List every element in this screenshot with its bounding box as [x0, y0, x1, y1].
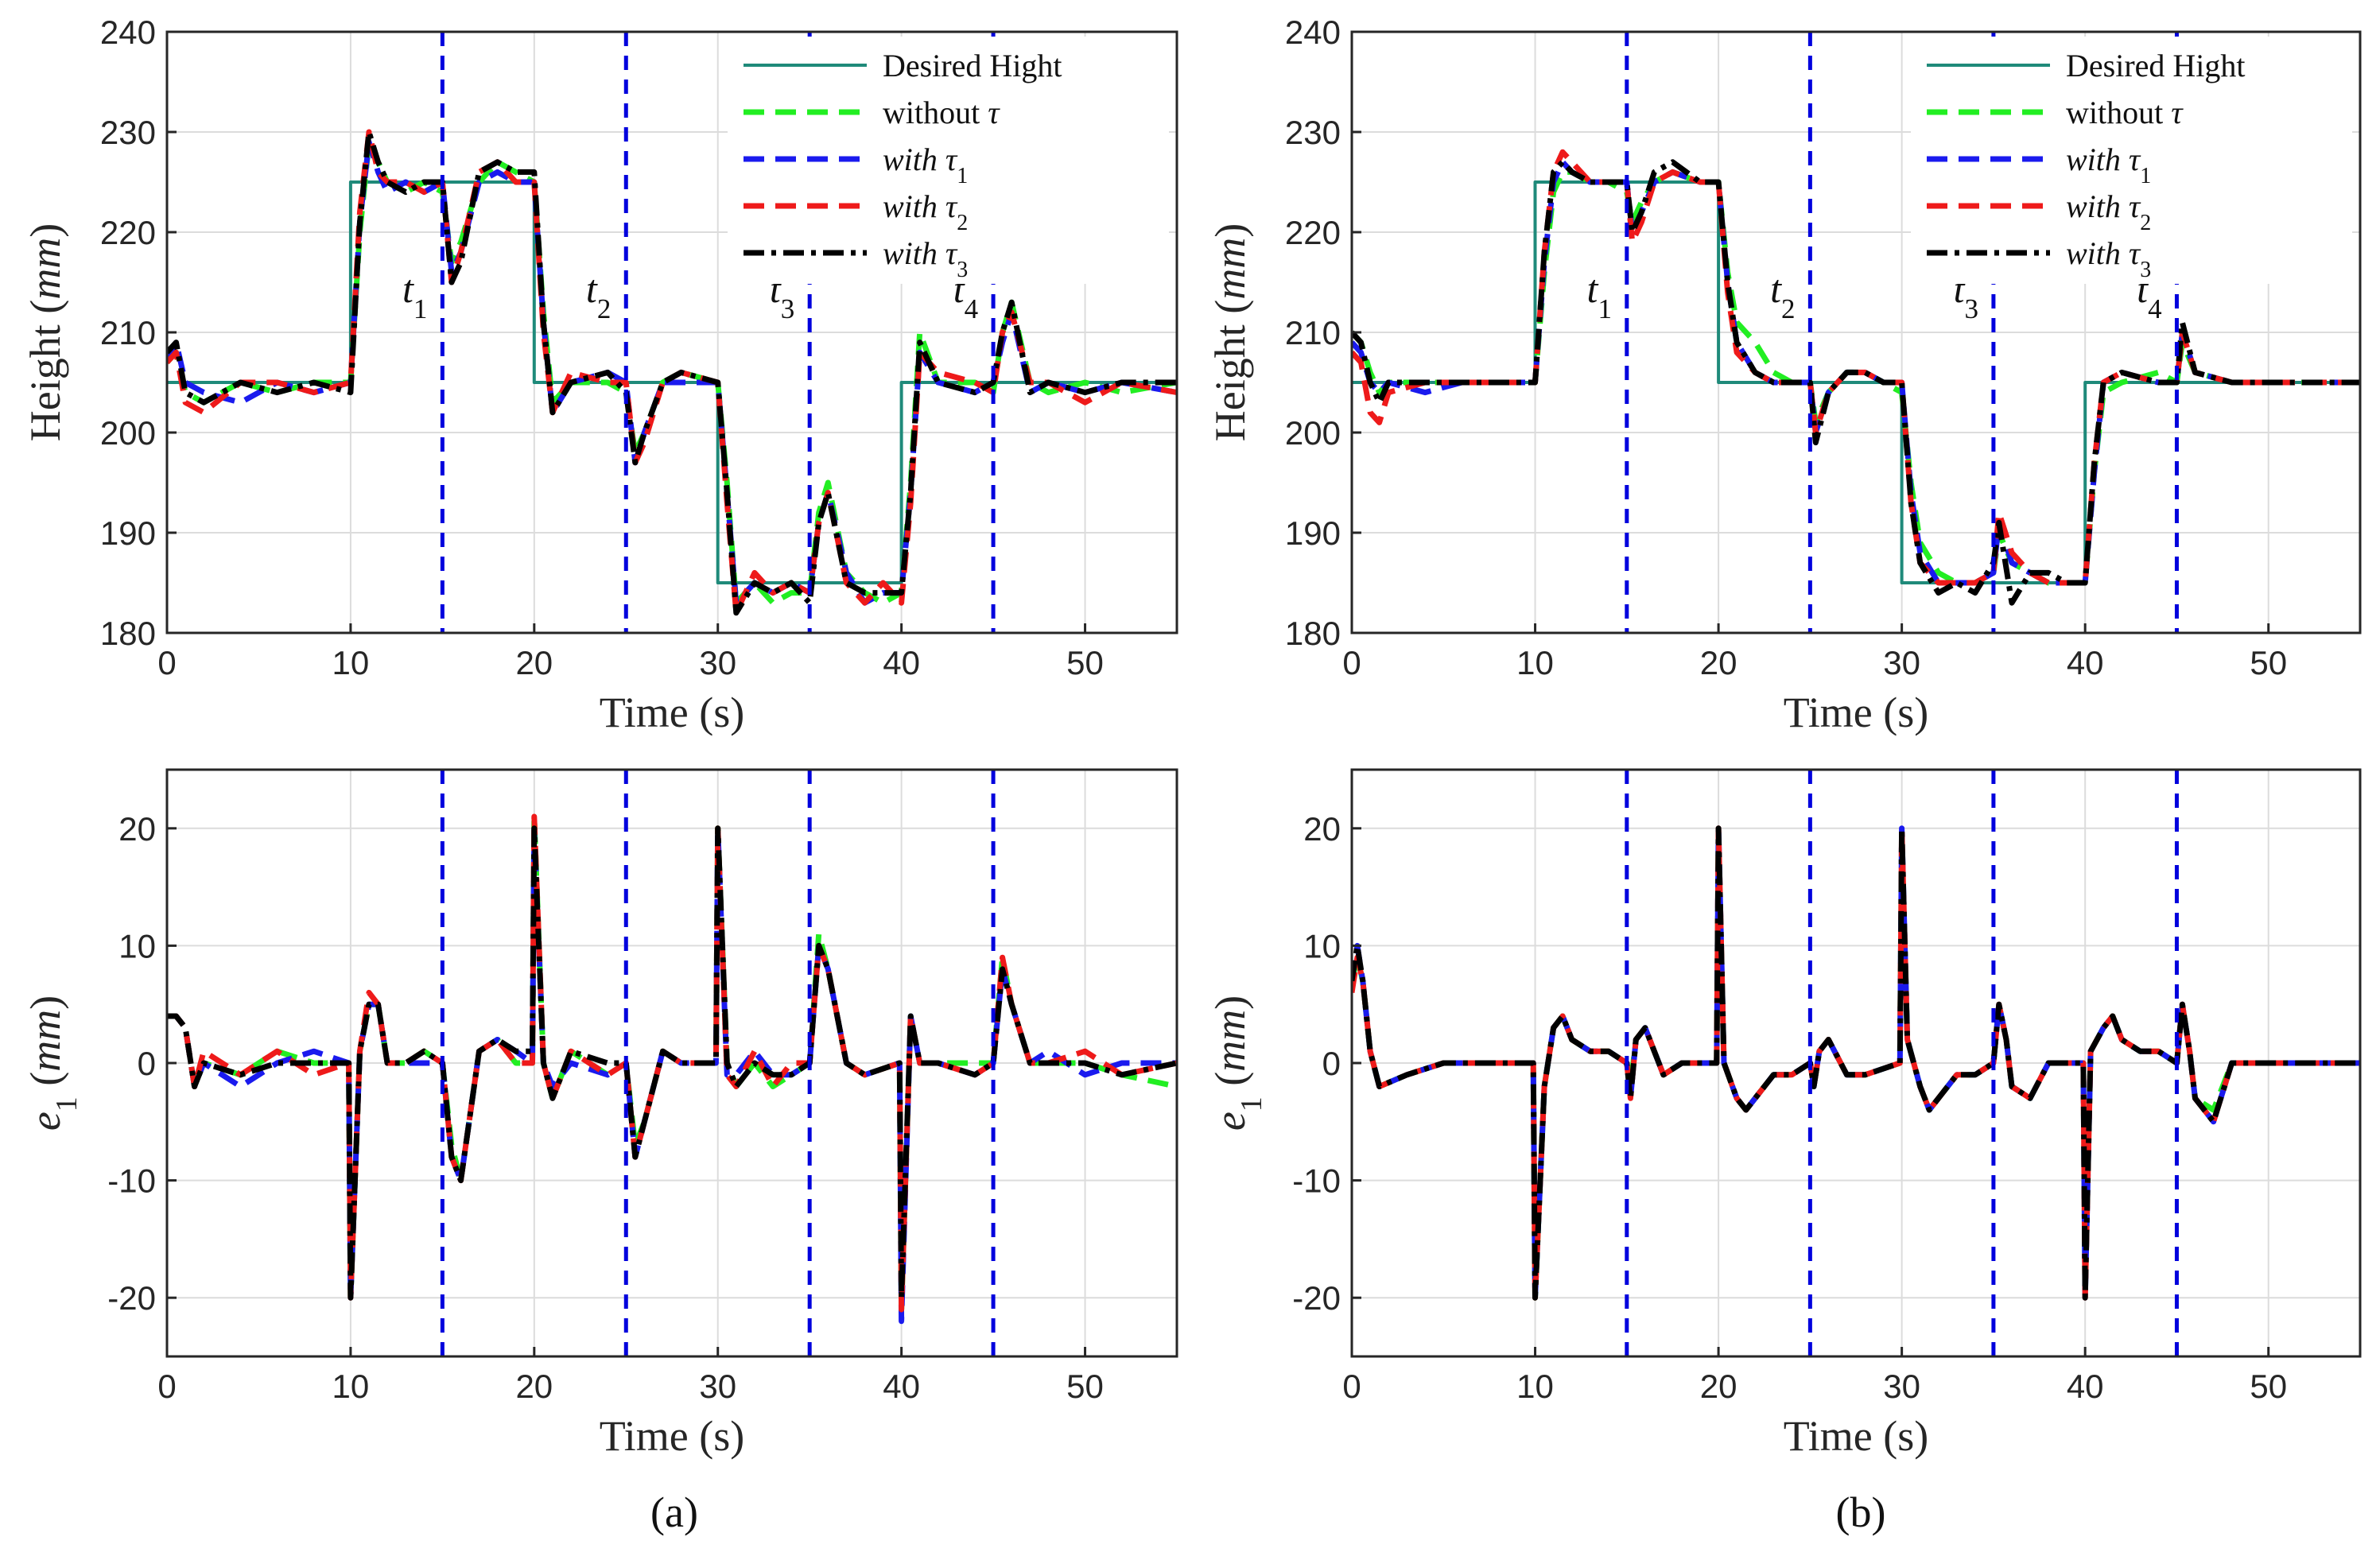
y-axis-label: Height (mm) — [1206, 223, 1254, 441]
y-tick-label: 220 — [100, 214, 156, 251]
height-plot-a: t1 t2 t3 t40 10 20 30 40 50180190200210220230240… — [21, 14, 1178, 736]
legend-label: with τ2 — [2066, 188, 2151, 235]
x-tick-label: 40 — [2067, 644, 2104, 681]
y-tick-label: 220 — [1285, 214, 1341, 251]
x-tick-label: 20 — [515, 1368, 553, 1405]
y-axis-label: e1 (mm) — [1206, 995, 1268, 1131]
legend-label: Desired Hight — [883, 48, 1062, 83]
y-tick-label: 20 — [1303, 810, 1341, 848]
y-tick-label: 0 — [138, 1045, 156, 1082]
legend-label: Desired Hight — [2066, 48, 2246, 83]
x-tick-label: 50 — [2250, 1368, 2287, 1405]
x-tick-label: 50 — [1066, 1368, 1104, 1405]
series-group — [167, 129, 1177, 616]
height-plot-b: t1 t2 t3 t40 10 20 30 40 50180190200210220230240… — [1206, 14, 2362, 736]
error-plot-a: 0 10 20 30 40 50 -20 -10 0 10 20 Time (s) e1 (mm) — [21, 768, 1178, 1460]
x-tick-label: 30 — [1883, 644, 1920, 681]
series-line-with-τ2 — [167, 129, 1177, 616]
legend-label: with τ2 — [883, 188, 968, 235]
x-axis-label: Time (s) — [1784, 689, 1929, 736]
y-tick-label: -10 — [107, 1162, 156, 1200]
y-tick-label: -20 — [1292, 1279, 1341, 1317]
x-tick-label: 30 — [699, 1368, 736, 1405]
legend-label: with τ3 — [2066, 235, 2151, 282]
y-tick-label: 200 — [1285, 414, 1341, 452]
y-tick-label: 10 — [118, 927, 156, 964]
y-axis-label: Height (mm) — [21, 223, 69, 441]
y-tick-label: 230 — [1285, 114, 1341, 151]
y-tick-label: 240 — [1285, 14, 1341, 51]
legend-label: with τ1 — [2066, 142, 2151, 188]
x-tick-label: 20 — [515, 644, 553, 681]
y-tick-label: 200 — [100, 414, 156, 452]
series-group — [1352, 825, 2360, 1301]
y-tick-label: 190 — [100, 514, 156, 552]
x-tick-label: 30 — [1883, 1368, 1920, 1405]
y-tick-label: 180 — [100, 615, 156, 652]
x-tick-label: 50 — [1066, 644, 1104, 681]
event-label: t1 — [402, 266, 427, 324]
y-tick-label: -10 — [1292, 1162, 1341, 1200]
x-tick-label: 40 — [883, 1368, 920, 1405]
x-tick-label: 30 — [699, 644, 736, 681]
legend-box — [728, 37, 1169, 284]
x-tick-label: 10 — [1516, 644, 1554, 681]
legend-label: without τ — [883, 95, 1000, 130]
series-group — [167, 813, 1177, 1325]
y-tick-label: 190 — [1285, 514, 1341, 552]
x-tick-label: 0 — [157, 1368, 176, 1405]
y-tick-label: 0 — [1322, 1045, 1341, 1082]
x-tick-label: 40 — [883, 644, 920, 681]
x-axis-label: Time (s) — [1784, 1412, 1929, 1460]
y-tick-label: 10 — [1303, 927, 1341, 964]
x-tick-label: 0 — [1342, 644, 1361, 681]
caption-b: (b) — [1836, 1488, 1886, 1536]
y-axis-label: e1 (mm) — [21, 995, 83, 1131]
x-tick-label: 10 — [332, 1368, 370, 1405]
x-tick-label: 50 — [2250, 644, 2287, 681]
x-tick-label: 0 — [1342, 1368, 1361, 1405]
y-tick-label: 210 — [100, 314, 156, 351]
x-tick-label: 0 — [157, 644, 176, 681]
x-tick-label: 10 — [332, 644, 370, 681]
y-tick-label: 210 — [1285, 314, 1341, 351]
series-line-with-τ3 — [1352, 825, 2360, 1301]
series-line-with-τ3 — [1352, 159, 2360, 606]
event-label: t2 — [1770, 266, 1795, 324]
x-tick-label: 40 — [2067, 1368, 2104, 1405]
legend-label: without τ — [2066, 95, 2184, 130]
event-label: t1 — [1587, 266, 1612, 324]
y-tick-label: 180 — [1285, 615, 1341, 652]
y-tick-label: 20 — [118, 810, 156, 848]
error-plot-b: 0 10 20 30 40 50 -20 -10 0 10 20 Time (s) e1 (mm) — [1206, 768, 2362, 1460]
series-group — [1352, 149, 2360, 606]
legend-label: with τ1 — [883, 142, 968, 188]
x-axis-label: Time (s) — [600, 689, 745, 736]
x-tick-label: 20 — [1700, 1368, 1737, 1405]
series-line-with-τ3 — [167, 825, 1177, 1301]
y-tick-label: -20 — [107, 1279, 156, 1317]
x-tick-label: 10 — [1516, 1368, 1554, 1405]
caption-a: (a) — [650, 1488, 698, 1536]
x-tick-label: 20 — [1700, 644, 1737, 681]
legend-box — [1911, 37, 2352, 284]
y-tick-label: 240 — [100, 14, 156, 51]
legend-label: with τ3 — [883, 235, 968, 282]
event-label: t2 — [586, 266, 611, 324]
x-axis-label: Time (s) — [600, 1412, 745, 1460]
y-tick-label: 230 — [100, 114, 156, 151]
